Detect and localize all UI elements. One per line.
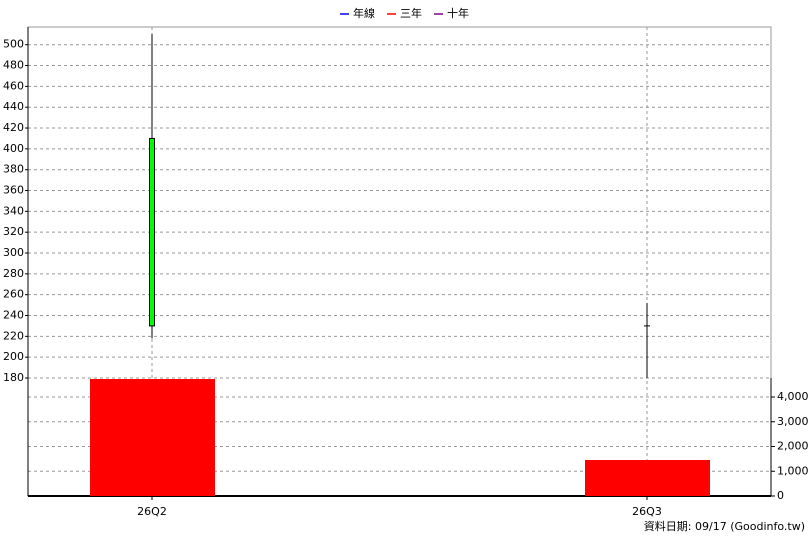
y-tick-label: 460	[3, 79, 24, 92]
y-tick-label: 420	[3, 121, 24, 134]
y-tick-label: 400	[3, 142, 24, 155]
y-tick-label: 340	[3, 204, 24, 217]
y-tick-label: 380	[3, 163, 24, 176]
y-tick-label: 280	[3, 267, 24, 280]
y2-tick-label: 3,000	[777, 415, 808, 428]
x-tick-label: 26Q2	[137, 505, 167, 518]
legend-label: 三年	[400, 6, 422, 20]
y-tick-label: 300	[3, 246, 24, 259]
y-tick-label: 320	[3, 225, 24, 238]
legend-label: 十年	[447, 6, 469, 20]
y-tick-label: 220	[3, 329, 24, 342]
y-tick-label: 440	[3, 100, 24, 113]
candle-body	[149, 137, 155, 327]
y2-tick-label: 4,000	[777, 390, 808, 403]
y-tick-label: 240	[3, 309, 24, 322]
volume-bar	[90, 379, 215, 496]
y2-tick-label: 0	[777, 489, 784, 502]
y-tick-label: 480	[3, 59, 24, 72]
y2-tick-label: 1,000	[777, 464, 808, 477]
y2-tick-label: 2,000	[777, 440, 808, 453]
legend-label: 年線	[353, 6, 375, 20]
footnote: 資料日期: 09/17 (Goodinfo.tw)	[644, 519, 805, 533]
y-tick-label: 500	[3, 38, 24, 51]
volume-bar	[585, 459, 710, 496]
y-tick-label: 360	[3, 184, 24, 197]
y-tick-label: 260	[3, 288, 24, 301]
y-tick-label: 180	[3, 371, 24, 384]
y-tick-label: 200	[3, 350, 24, 363]
x-tick-label: 26Q3	[632, 505, 662, 518]
